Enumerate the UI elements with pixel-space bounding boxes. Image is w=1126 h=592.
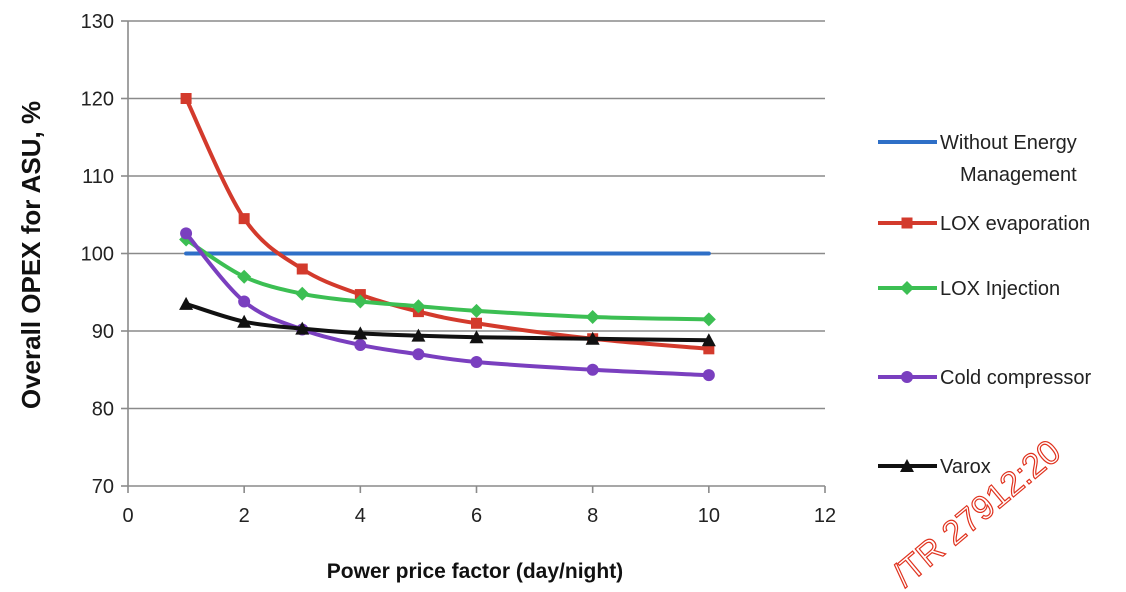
legend: Without Energy Management LOX evaporation L… [878, 132, 1092, 478]
data-point-lox-injection-4 [411, 299, 426, 314]
legend-item-cold-compressor: Cold compressor [878, 367, 1092, 389]
legend-marker-cold-compressor [901, 371, 913, 383]
y-tick-label-90: 90 [92, 321, 114, 343]
data-point-lox-evaporation-1 [238, 213, 250, 225]
series-layer [179, 93, 716, 382]
data-point-lox-evaporation-5 [471, 317, 482, 329]
legend-label-cold-compressor: Cold compressor [940, 367, 1092, 389]
data-point-cold-compressor-0 [180, 227, 193, 240]
legend-marker-lox-evaporation [901, 217, 913, 229]
data-point-lox-evaporation-0 [180, 93, 192, 104]
data-point-cold-compressor-6 [586, 363, 599, 376]
x-axis-title: Power price factor (day/night) [327, 560, 623, 583]
data-point-cold-compressor-4 [412, 348, 425, 361]
data-point-varox-3 [353, 326, 368, 340]
data-point-cold-compressor-3 [354, 338, 367, 351]
y-tick-label-80: 80 [92, 399, 114, 421]
legend-item-lox-injection: LOX Injection [878, 278, 1060, 300]
data-point-lox-evaporation-2 [296, 263, 308, 275]
legend-item-varox: Varox [878, 456, 991, 478]
data-point-cold-compressor-7 [702, 369, 715, 382]
data-point-lox-injection-6 [585, 310, 600, 325]
x-tick-label-4: 4 [355, 505, 366, 527]
y-tick-label-110: 110 [82, 166, 114, 188]
legend-label-lox-evaporation: LOX evaporation [940, 213, 1090, 235]
legend-marker-lox-injection [900, 281, 914, 295]
data-point-varox-4 [411, 328, 426, 342]
data-point-varox-2 [295, 321, 310, 335]
axes: 70 80 90 100 110 120 130 0 2 4 6 8 10 12 [81, 11, 837, 527]
data-point-varox-7 [701, 333, 716, 347]
y-tick-label-120: 120 [81, 89, 114, 111]
gridlines [128, 20, 825, 410]
data-point-lox-injection-1 [237, 269, 252, 284]
series-lox-evaporation [180, 93, 715, 355]
y-tick-label-100: 100 [81, 244, 114, 266]
legend-label-lox-injection: LOX Injection [940, 278, 1060, 300]
data-point-cold-compressor-1 [238, 295, 251, 308]
legend-label-without-energy-management-line2: Management [960, 164, 1077, 186]
data-point-varox-5 [469, 330, 484, 344]
data-point-lox-injection-7 [701, 312, 716, 327]
data-point-lox-injection-5 [469, 303, 484, 318]
legend-label-varox: Varox [940, 456, 991, 478]
data-point-lox-injection-3 [353, 294, 368, 309]
data-point-lox-evaporation-7 [703, 343, 715, 355]
x-tick-label-6: 6 [471, 505, 482, 527]
legend-marker-varox [900, 459, 914, 472]
data-point-varox-0 [179, 296, 194, 310]
y-tick-label-70: 70 [92, 476, 114, 498]
legend-item-lox-evaporation: LOX evaporation [878, 213, 1090, 235]
legend-label-without-energy-management: Without Energy [940, 132, 1077, 154]
data-point-varox-6 [585, 331, 600, 345]
data-point-lox-injection-2 [295, 286, 310, 301]
x-tick-label-0: 0 [122, 505, 133, 527]
data-point-cold-compressor-5 [470, 356, 483, 368]
x-tick-label-10: 10 [698, 505, 720, 527]
y-tick-label-130: 130 [81, 11, 114, 33]
series-line-lox-evaporation [184, 96, 711, 351]
x-tick-label-8: 8 [587, 505, 598, 527]
series-cold-compressor [180, 227, 715, 382]
x-tick-label-2: 2 [239, 505, 250, 527]
data-point-varox-1 [237, 314, 252, 328]
y-axis-title: Overall OPEX for ASU, % [16, 101, 46, 409]
x-tick-label-12: 12 [814, 505, 836, 527]
legend-item-without-energy-management: Without Energy Management [878, 132, 1077, 186]
series-varox [179, 296, 716, 347]
